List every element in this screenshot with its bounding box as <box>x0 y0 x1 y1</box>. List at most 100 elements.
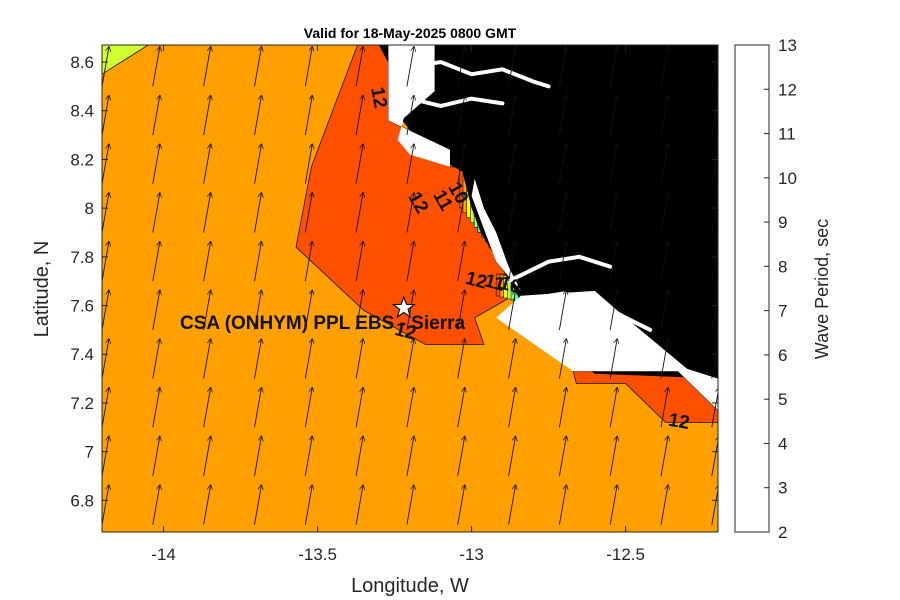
direction-arrow-109 <box>609 47 617 87</box>
direction-arrow-38 <box>254 96 262 136</box>
direction-arrow-69 <box>406 47 414 87</box>
direction-arrow-41 <box>304 437 312 477</box>
y-tick-label-7: 8.2 <box>70 150 94 169</box>
direction-arrow-54 <box>355 291 363 330</box>
direction-arrow-82 <box>508 388 516 428</box>
river-channel-1 <box>408 96 505 108</box>
river-channel-2 <box>515 291 653 332</box>
direction-arrow-31 <box>254 437 262 477</box>
direction-arrow-87 <box>508 144 516 184</box>
direction-arrow-94 <box>558 291 566 330</box>
plot-frame <box>101 44 719 533</box>
direction-arrow-35 <box>254 242 262 282</box>
direction-arrow-110 <box>660 485 668 525</box>
direction-arrow-74 <box>457 291 465 330</box>
direction-arrow-55 <box>355 242 363 282</box>
direction-arrow-76 <box>457 193 465 233</box>
station-layer: CSA (ONHYM) PPL EBS - Sierra <box>180 295 465 334</box>
direction-arrow-12 <box>152 388 160 428</box>
colorbar-tick-label-0: 2 <box>778 523 787 542</box>
direction-arrow-29 <box>203 47 211 87</box>
colorbar-tick-label-10: 12 <box>778 80 797 99</box>
colorbar-tick-label-5: 7 <box>778 302 787 321</box>
direction-arrow-108 <box>609 96 617 136</box>
contour-label-0: 12 <box>366 85 390 109</box>
direction-arrow-34 <box>254 291 262 330</box>
y-tick-label-6: 8 <box>85 199 94 218</box>
direction-arrow-18 <box>152 96 160 136</box>
direction-arrow-119 <box>660 47 668 87</box>
x-axis-label: Longitude, W <box>351 575 469 597</box>
y-tick-label-1: 7 <box>85 443 94 462</box>
x-tick-label-1: -13.5 <box>298 545 337 564</box>
y-tick-label-5: 7.8 <box>70 248 94 267</box>
direction-arrow-10 <box>152 485 160 525</box>
direction-arrow-1 <box>102 437 109 477</box>
y-tick-label-8: 8.4 <box>70 102 94 121</box>
direction-arrow-95 <box>558 242 566 282</box>
direction-arrow-17 <box>152 144 160 184</box>
direction-arrow-28 <box>203 96 211 136</box>
direction-arrow-98 <box>558 96 566 136</box>
river-channel-0 <box>408 59 551 89</box>
direction-arrow-66 <box>406 193 414 233</box>
direction-arrow-22 <box>203 388 211 428</box>
colorbar-tick-label-3: 5 <box>778 390 787 409</box>
colorbar: 2 3 4 5 6 7 8 9 10 11 12 13 <box>734 36 797 542</box>
direction-arrow-63 <box>406 339 414 379</box>
direction-arrow-11 <box>152 437 160 477</box>
colorbar-tick-label-8: 10 <box>778 169 797 188</box>
direction-arrow-89 <box>508 47 516 87</box>
direction-arrow-20 <box>203 485 211 525</box>
direction-arrow-5 <box>102 242 109 282</box>
direction-arrow-116 <box>660 193 668 233</box>
direction-arrow-33 <box>254 339 262 379</box>
colorbar-tick-label-11: 13 <box>778 36 797 55</box>
direction-arrow-91 <box>558 437 566 477</box>
contour-region-2 <box>102 45 149 75</box>
direction-arrow-14 <box>152 291 160 330</box>
direction-arrow-79 <box>457 47 465 87</box>
direction-arrow-24 <box>203 291 211 330</box>
direction-arrow-2 <box>102 388 109 428</box>
direction-arrow-118 <box>660 96 668 136</box>
direction-arrow-32 <box>254 388 262 428</box>
colorbar-tick-label-6: 8 <box>778 257 787 276</box>
direction-arrow-97 <box>558 144 566 184</box>
direction-arrow-45 <box>304 242 312 282</box>
direction-arrow-72 <box>457 388 465 428</box>
direction-arrow-40 <box>304 485 312 525</box>
direction-arrow-65 <box>406 242 414 282</box>
direction-arrow-106 <box>609 193 617 233</box>
direction-arrow-90 <box>558 485 566 525</box>
direction-arrow-23 <box>203 339 211 379</box>
river-channel-3 <box>506 254 613 284</box>
colorbar-label: Wave Period, sec <box>812 219 832 359</box>
direction-arrow-4 <box>102 291 109 330</box>
y-tick-label-3: 7.4 <box>70 345 94 364</box>
y-axis-label: Latitude, N <box>31 241 53 338</box>
direction-arrow-42 <box>304 388 312 428</box>
direction-arrow-30 <box>254 485 262 525</box>
station-star-icon[interactable] <box>391 295 416 319</box>
direction-arrow-70 <box>457 485 465 525</box>
x-axis-ticks: -14 -13.5 -13 -12.5 <box>151 45 645 564</box>
x-tick-label-2: -13 <box>459 545 484 564</box>
direction-arrow-19 <box>152 47 160 87</box>
direction-arrow-111 <box>660 437 668 477</box>
direction-arrow-77 <box>457 144 465 184</box>
direction-arrow-85 <box>508 242 516 282</box>
direction-arrow-9 <box>102 47 109 87</box>
y-tick-label-0: 6.8 <box>70 491 94 510</box>
direction-arrow-78 <box>457 96 465 136</box>
direction-arrow-62 <box>406 388 414 428</box>
direction-arrow-46 <box>304 193 312 233</box>
direction-arrow-39 <box>254 47 262 87</box>
direction-arrow-101 <box>609 437 617 477</box>
direction-arrow-102 <box>609 388 617 428</box>
x-tick-label-0: -14 <box>151 545 176 564</box>
direction-arrow-27 <box>203 144 211 184</box>
direction-arrow-60 <box>406 485 414 525</box>
